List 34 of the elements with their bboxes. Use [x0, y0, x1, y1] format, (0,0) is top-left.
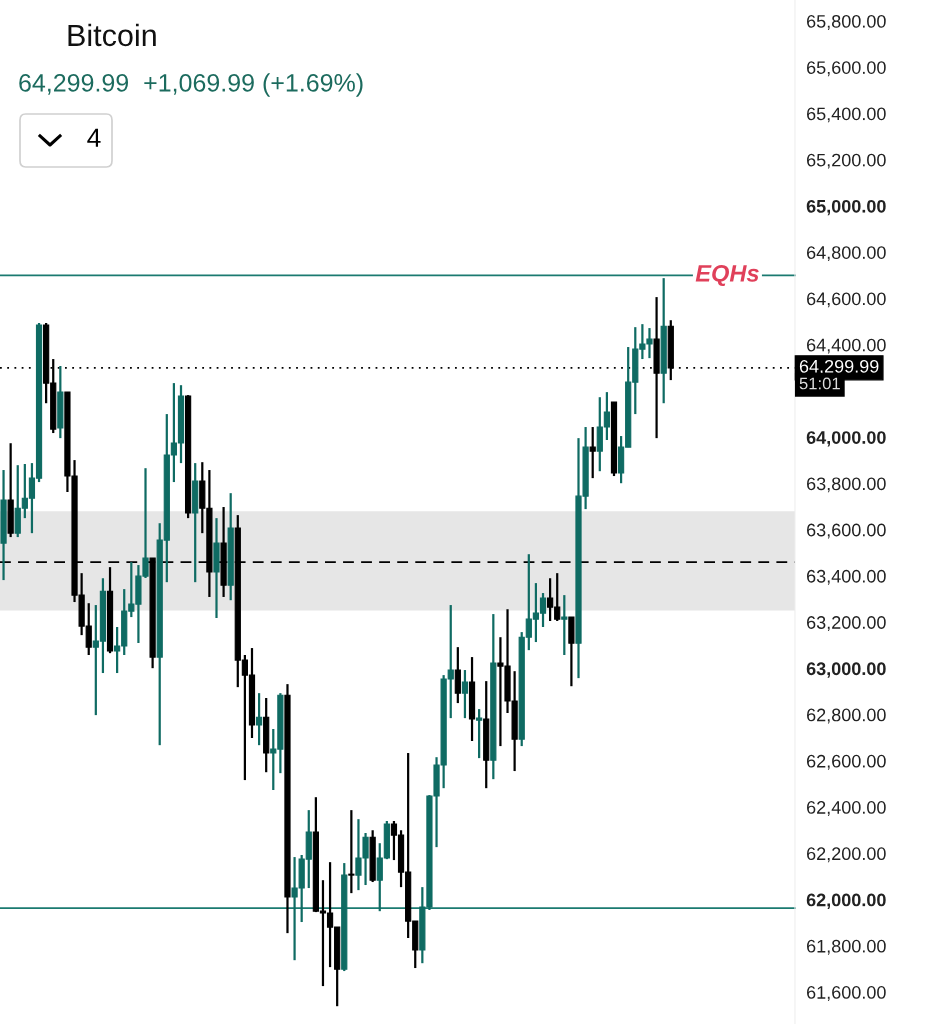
- ref-line-label: EQHs: [695, 264, 759, 287]
- y-tick-label: 64,800.00: [807, 246, 886, 262]
- candlestick: [589, 425, 596, 480]
- y-tick-label: 65,200.00: [807, 153, 886, 169]
- y-tick-label: 64,400.00: [807, 338, 886, 354]
- text: 64,299.99 +1,069.99 (+1.69%): [19, 73, 363, 97]
- candlestick: [348, 809, 355, 895]
- candlestick: [454, 646, 461, 705]
- y-tick-label: 65,400.00: [807, 107, 886, 123]
- y-tick-label: 62,200.00: [807, 847, 886, 863]
- y-tick-label: 62,400.00: [807, 801, 886, 816]
- y-tick-label: 62,600.00: [807, 754, 886, 770]
- y-tick-label: 61,800.00: [807, 939, 886, 955]
- annotation: 4: [87, 128, 101, 147]
- y-tick-label: 65,800.00: [807, 14, 886, 30]
- candlestick: [476, 707, 483, 760]
- y-tick-label: 64,000.00: [806, 431, 886, 447]
- y-tick-label: 62,800.00: [807, 708, 886, 724]
- candlestick: [461, 668, 469, 720]
- y-tick-label: 61,600.00: [807, 986, 886, 1001]
- candlestick: [561, 594, 568, 657]
- y-tick-label: 64,600.00: [807, 292, 886, 308]
- y-tick-label: 62,000.00: [806, 893, 886, 909]
- y-tick-label: 65,000.00: [806, 199, 886, 216]
- text: Bitcoin: [68, 23, 156, 47]
- y-tick-label: 63,000.00: [806, 662, 886, 678]
- y-tick-label: 63,200.00: [807, 616, 886, 632]
- y-tick-label: 63,800.00: [807, 477, 886, 493]
- y-tick-label: 63,600.00: [807, 523, 886, 539]
- y-tick-label: 63,400.00: [807, 569, 886, 585]
- text: 51:01: [799, 377, 840, 390]
- candlestick: [255, 692, 263, 747]
- y-tick-label: 65,600.00: [807, 61, 886, 77]
- ref-line-label: 64,299.99: [799, 359, 879, 375]
